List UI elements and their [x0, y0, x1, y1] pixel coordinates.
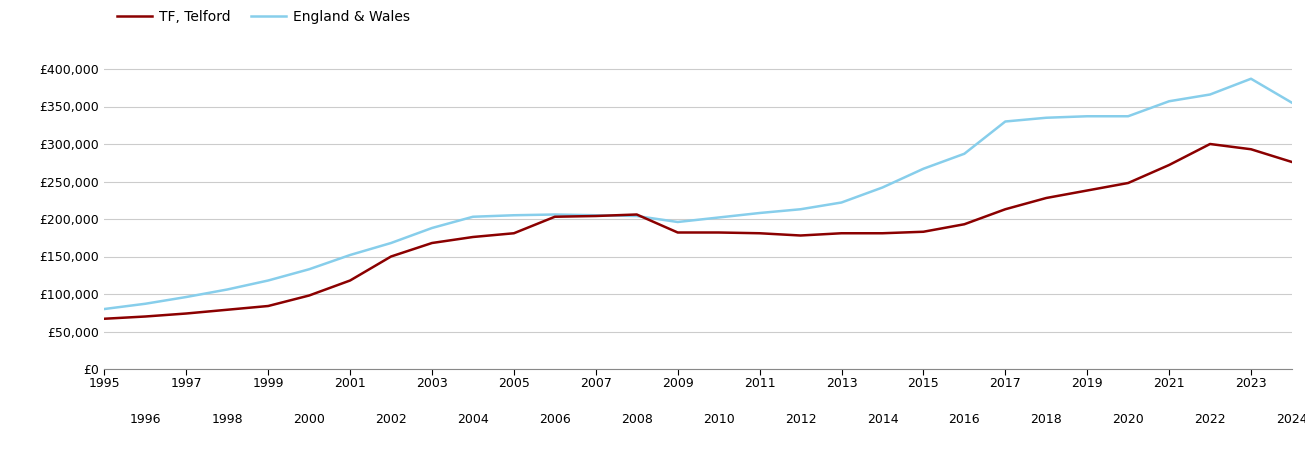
- TF, Telford: [1202, 141, 1218, 147]
- England & Wales: [1039, 115, 1054, 121]
- TF, Telford: [1284, 159, 1300, 165]
- England & Wales: [874, 185, 890, 190]
- England & Wales: [711, 215, 727, 220]
- TF, Telford: [301, 293, 317, 298]
- TF, Telford: [465, 234, 480, 240]
- TF, Telford: [1161, 162, 1177, 168]
- England & Wales: [1161, 99, 1177, 104]
- Line: TF, Telford: TF, Telford: [104, 144, 1292, 319]
- TF, Telford: [424, 240, 440, 246]
- TF, Telford: [547, 214, 562, 220]
- England & Wales: [1079, 113, 1095, 119]
- England & Wales: [752, 210, 767, 216]
- TF, Telford: [669, 230, 685, 235]
- England & Wales: [97, 306, 112, 312]
- England & Wales: [342, 252, 358, 258]
- Legend: TF, Telford, England & Wales: TF, Telford, England & Wales: [111, 4, 415, 29]
- TF, Telford: [792, 233, 808, 238]
- England & Wales: [834, 200, 850, 205]
- TF, Telford: [219, 307, 235, 312]
- TF, Telford: [589, 213, 604, 219]
- TF, Telford: [957, 221, 972, 227]
- TF, Telford: [916, 229, 932, 234]
- England & Wales: [465, 214, 480, 220]
- TF, Telford: [834, 230, 850, 236]
- TF, Telford: [1039, 195, 1054, 201]
- England & Wales: [669, 219, 685, 225]
- England & Wales: [957, 151, 972, 157]
- TF, Telford: [137, 314, 153, 319]
- England & Wales: [547, 212, 562, 217]
- England & Wales: [219, 287, 235, 292]
- England & Wales: [1244, 76, 1259, 81]
- England & Wales: [506, 212, 522, 218]
- England & Wales: [1284, 100, 1300, 105]
- TF, Telford: [874, 230, 890, 236]
- TF, Telford: [711, 230, 727, 235]
- England & Wales: [792, 207, 808, 212]
- England & Wales: [301, 266, 317, 272]
- England & Wales: [179, 294, 194, 300]
- TF, Telford: [179, 311, 194, 316]
- England & Wales: [384, 240, 399, 246]
- TF, Telford: [1120, 180, 1135, 186]
- Line: England & Wales: England & Wales: [104, 79, 1292, 309]
- England & Wales: [997, 119, 1013, 124]
- England & Wales: [589, 212, 604, 218]
- England & Wales: [629, 213, 645, 219]
- England & Wales: [916, 166, 932, 171]
- TF, Telford: [506, 230, 522, 236]
- England & Wales: [424, 225, 440, 231]
- TF, Telford: [752, 230, 767, 236]
- TF, Telford: [1079, 188, 1095, 193]
- England & Wales: [1120, 113, 1135, 119]
- TF, Telford: [342, 278, 358, 283]
- TF, Telford: [97, 316, 112, 321]
- TF, Telford: [997, 207, 1013, 212]
- TF, Telford: [261, 303, 277, 309]
- England & Wales: [1202, 92, 1218, 97]
- TF, Telford: [1244, 147, 1259, 152]
- TF, Telford: [629, 212, 645, 217]
- England & Wales: [137, 301, 153, 306]
- TF, Telford: [384, 254, 399, 259]
- England & Wales: [261, 278, 277, 283]
